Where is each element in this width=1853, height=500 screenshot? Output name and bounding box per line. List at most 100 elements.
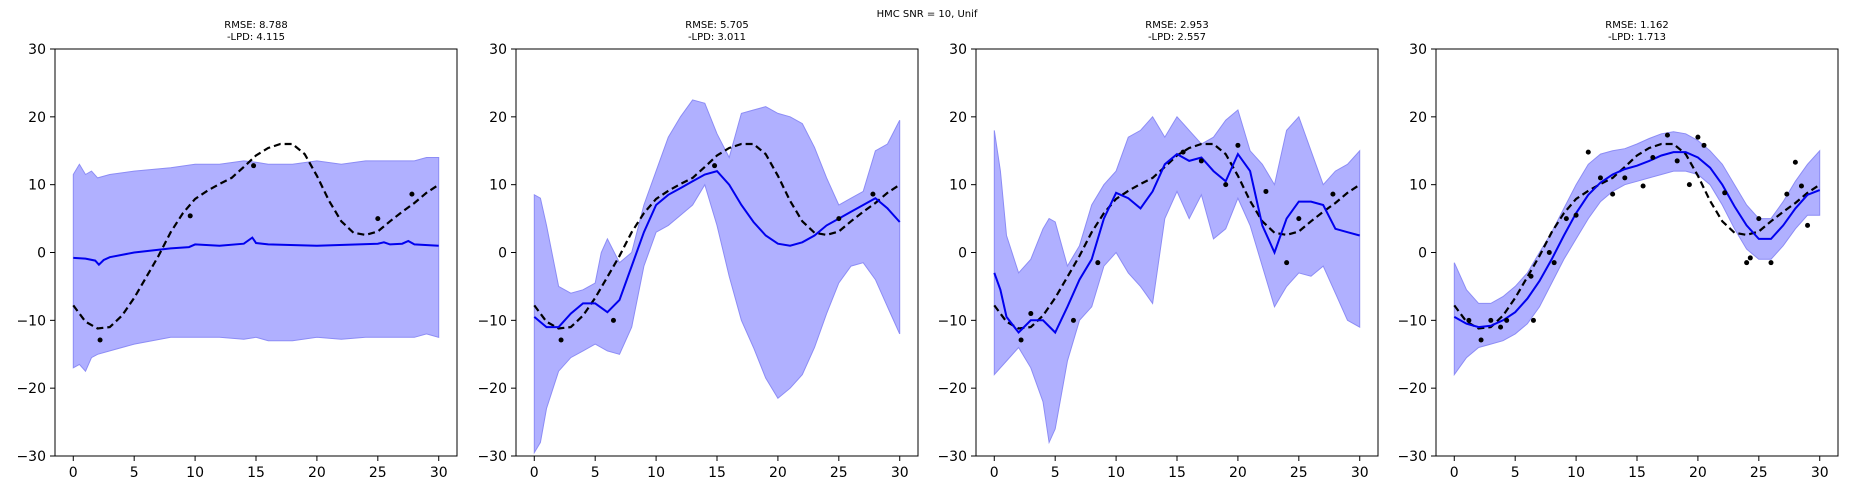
observation-point [1722, 190, 1728, 196]
subplot-3: RMSE: 2.953-LPD: 2.557 0 5 10 15 20 25 30 −30 −20… [937, 20, 1379, 481]
x-tick-label: 25 [369, 465, 387, 481]
y-tick-label: −30 [1397, 449, 1427, 465]
observation-point [610, 317, 616, 323]
x-tick-label: 15 [247, 465, 265, 481]
y-tick-label: 30 [1409, 42, 1427, 58]
y-tick-label: 0 [37, 246, 46, 262]
observation-point [375, 216, 381, 222]
x-tick-label: 25 [830, 465, 848, 481]
y-tick-label: −20 [16, 381, 46, 397]
subplot-title-rmse: RMSE: 2.953 [1145, 20, 1208, 31]
y-tick-label: 20 [949, 110, 967, 126]
true-function-line [72, 142, 440, 330]
observation-point [1597, 175, 1603, 181]
x-tick-label: 5 [1511, 465, 1520, 481]
subplot-4: RMSE: 1.162-LPD: 1.713 0 5 10 15 20 25 30 −30 −20… [1397, 20, 1839, 481]
x-tick-label: 15 [1628, 465, 1646, 481]
y-tick-label: −30 [477, 449, 507, 465]
observation-point [1528, 273, 1534, 279]
observation-point [251, 163, 257, 169]
observation-point [1478, 337, 1484, 343]
observation-point [1805, 222, 1811, 228]
y-tick-label: 10 [1409, 178, 1427, 194]
plot-area [993, 109, 1361, 445]
observation-point [558, 337, 564, 343]
uncertainty-band [1453, 131, 1821, 377]
uncertainty-band [993, 109, 1361, 445]
x-tick-label: 0 [1450, 465, 1459, 481]
observation-point [1573, 212, 1579, 218]
y-tick-label: 20 [1409, 110, 1427, 126]
x-tick-label: 20 [308, 465, 326, 481]
x-tick-label: 15 [708, 465, 726, 481]
y-tick-label: −10 [16, 313, 46, 329]
observation-point [1530, 317, 1536, 323]
plot-area [72, 142, 440, 373]
observation-point [1095, 260, 1101, 266]
observation-point [1664, 132, 1670, 138]
observation-point [1756, 216, 1762, 222]
y-tick-label: 0 [498, 246, 507, 262]
y-tick-label: 30 [28, 42, 46, 58]
x-tick-label: 15 [1168, 465, 1186, 481]
x-tick-label: 0 [69, 465, 78, 481]
observation-point [1622, 175, 1628, 181]
y-tick-label: −10 [477, 313, 507, 329]
y-tick-label: 10 [489, 178, 507, 194]
observation-point [187, 213, 193, 219]
observation-point [1263, 188, 1269, 194]
x-tick-label: 30 [1351, 465, 1369, 481]
x-tick-label: 20 [769, 465, 787, 481]
plot-area [533, 99, 901, 455]
observation-point [1235, 142, 1241, 148]
y-tick-label: 30 [489, 42, 507, 58]
observation-point [1070, 317, 1076, 323]
y-tick-label: −30 [937, 449, 967, 465]
observation-point [1466, 317, 1472, 323]
y-tick-label: 0 [1418, 246, 1427, 262]
observation-point [1028, 311, 1034, 317]
observation-point [1768, 260, 1774, 266]
observation-point [1504, 317, 1510, 323]
subplot-2: RMSE: 5.705-LPD: 3.011 0 5 10 15 20 25 30 −30 −20… [477, 20, 919, 481]
observation-point [97, 337, 103, 343]
observation-point [1701, 142, 1707, 148]
observation-point [1551, 260, 1557, 266]
x-tick-label: 30 [891, 465, 909, 481]
subplot-title-rmse: RMSE: 5.705 [685, 20, 748, 31]
uncertainty-band [72, 157, 440, 373]
x-tick-label: 20 [1229, 465, 1247, 481]
y-tick-label: 20 [28, 110, 46, 126]
x-tick-label: 0 [990, 465, 999, 481]
observation-point [1792, 159, 1798, 165]
x-tick-label: 20 [1689, 465, 1707, 481]
posterior-mean-line [993, 152, 1360, 335]
observation-point [1640, 183, 1646, 189]
x-tick-label: 10 [186, 465, 204, 481]
y-tick-label: −20 [937, 381, 967, 397]
x-tick-label: 5 [130, 465, 139, 481]
y-tick-label: −10 [1397, 313, 1427, 329]
x-tick-label: 25 [1750, 465, 1768, 481]
observation-point [1747, 255, 1753, 261]
y-tick-label: 20 [489, 110, 507, 126]
subplot-title-lpd: -LPD: 1.713 [1608, 32, 1666, 43]
observation-point [1674, 158, 1680, 164]
observation-point [1198, 158, 1204, 164]
observation-point [870, 191, 876, 197]
observation-point [1296, 216, 1302, 222]
observation-point [1798, 183, 1804, 189]
observation-point [1650, 155, 1656, 161]
observation-point [1610, 191, 1616, 197]
y-tick-label: 10 [949, 178, 967, 194]
subplot-1: RMSE: 8.788-LPD: 4.115 0 5 10 15 20 25 30 −30 −20… [16, 20, 458, 481]
subplot-title-rmse: RMSE: 8.788 [224, 20, 287, 31]
observation-point [1686, 182, 1692, 188]
x-tick-label: 0 [530, 465, 539, 481]
x-tick-label: 5 [1051, 465, 1060, 481]
observation-point [1585, 149, 1591, 155]
figure-suptitle: HMC SNR = 10, Unif [877, 9, 978, 20]
posterior-mean-line [73, 236, 439, 267]
observation-point [1330, 191, 1336, 197]
